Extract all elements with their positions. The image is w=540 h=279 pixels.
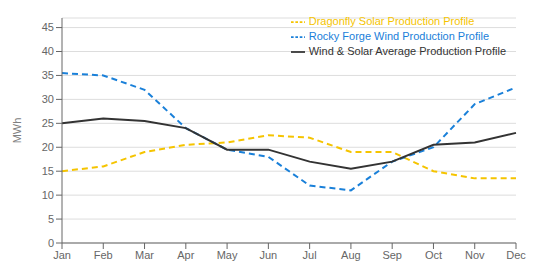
svg-text:25: 25: [42, 117, 54, 129]
svg-text:Nov: Nov: [465, 249, 485, 261]
svg-text:Apr: Apr: [177, 249, 194, 261]
svg-text:Feb: Feb: [94, 249, 113, 261]
svg-text:Oct: Oct: [425, 249, 442, 261]
svg-text:45: 45: [42, 21, 54, 33]
svg-text:Aug: Aug: [341, 249, 361, 261]
svg-text:Jun: Jun: [259, 249, 277, 261]
svg-text:Dec: Dec: [506, 249, 526, 261]
html-text:Rocky Forge Wind Production Pr: Rocky Forge Wind Production Profile: [308, 30, 490, 43]
svg-text:May: May: [217, 249, 238, 261]
html-text:Dragonfly Solar Production Pro: Dragonfly Solar Production Profile: [308, 15, 475, 27]
html-text:Wind & Solar Average Productio: Wind & Solar Average Production Profile: [308, 45, 506, 58]
svg-text:15: 15: [42, 165, 54, 177]
svg-text:10: 10: [42, 189, 54, 201]
svg-text:Mar: Mar: [135, 249, 154, 261]
svg-text:MWh: MWh: [11, 118, 23, 144]
svg-text:30: 30: [42, 93, 54, 105]
svg-text:Jul: Jul: [303, 249, 317, 261]
svg-text:20: 20: [42, 141, 54, 153]
svg-text:40: 40: [42, 45, 54, 57]
svg-text:0: 0: [48, 237, 54, 249]
svg-text:Jan: Jan: [53, 249, 71, 261]
svg-text:Sep: Sep: [382, 249, 402, 261]
svg-text:5: 5: [48, 213, 54, 225]
svg-text:35: 35: [42, 69, 54, 81]
